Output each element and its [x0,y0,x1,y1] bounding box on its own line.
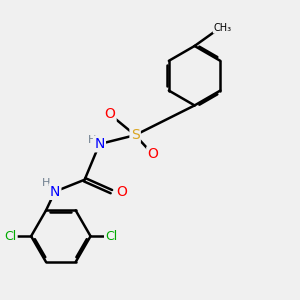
Text: H: H [42,178,50,188]
Text: Cl: Cl [4,230,16,243]
Text: O: O [116,184,127,199]
Text: N: N [50,184,60,199]
Text: O: O [104,107,115,121]
Text: S: S [131,128,140,142]
Text: H: H [88,135,96,145]
Text: Cl: Cl [105,230,118,243]
Text: CH₃: CH₃ [214,22,232,32]
Text: O: O [148,148,158,161]
Text: N: N [94,137,105,151]
